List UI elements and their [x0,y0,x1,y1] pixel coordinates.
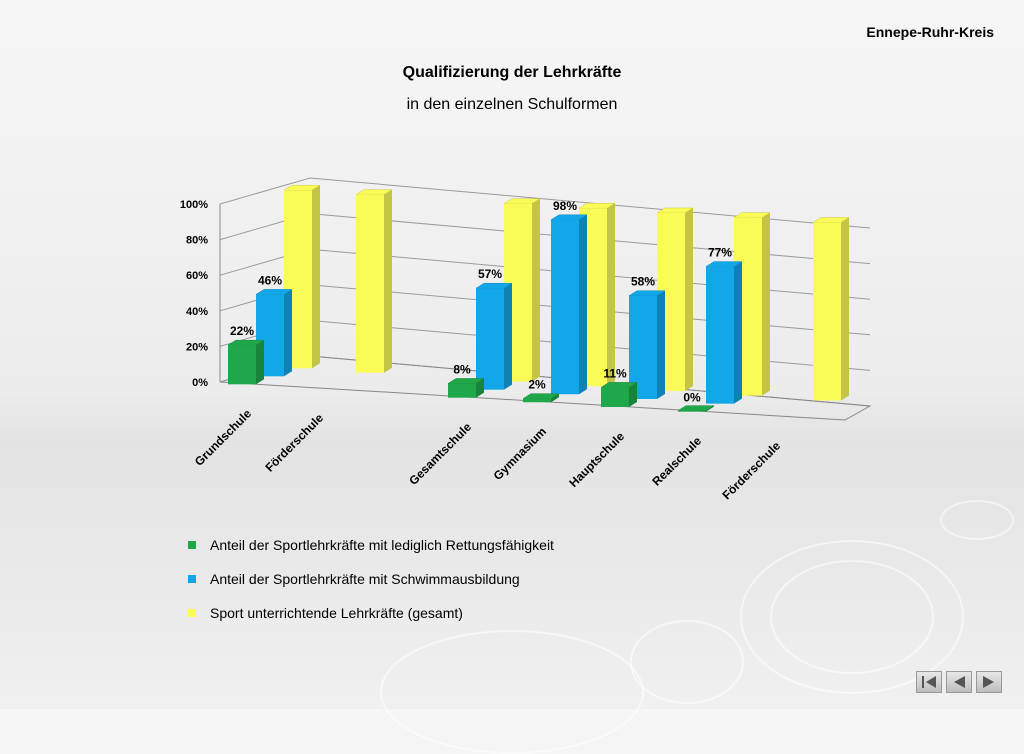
legend-swatch [188,609,196,617]
bar-side [607,203,615,387]
bar-side [657,290,665,399]
data-label: 98% [553,199,577,213]
data-label: 2% [528,378,546,392]
bar-side [734,261,742,404]
bar [813,222,841,401]
data-label: 57% [478,267,502,281]
bar [523,398,551,403]
x-tick-label: Förderschule [262,411,326,475]
bar-side [476,378,484,398]
bar-side [706,405,714,412]
legend-label: Anteil der Sportlehrkräfte mit lediglich… [210,537,554,553]
bar [551,219,579,395]
y-tick-label: 20% [186,341,208,353]
legend-item: Sport unterrichtende Lehrkräfte (gesamt) [188,596,554,630]
bar [228,345,256,385]
data-label: 8% [453,362,471,376]
data-label: 77% [708,246,732,260]
legend-item: Anteil der Sportlehrkräfte mit lediglich… [188,528,554,562]
bar-side [579,214,587,395]
bar-side [504,283,512,390]
x-tick-label: Hauptschule [566,429,627,490]
bar-side [312,185,320,369]
x-tick-label: Grundschule [192,406,254,468]
bar-chart: 0% 20% 40% 60% 80% 100% 46% 57% 98% 58% 77% 22% 8% 2%… [180,177,872,502]
bar-side [762,212,770,396]
first-page-button[interactable] [916,671,942,693]
bar-side [256,340,264,385]
bar [678,410,706,412]
data-label: 11% [603,366,627,380]
y-tick-label: 60% [186,270,208,282]
region-label: Ennepe-Ruhr-Kreis [866,24,994,40]
legend-item: Anteil der Sportlehrkräfte mit Schwimmau… [188,562,554,596]
ripple-decoration [740,540,964,694]
data-label: 46% [258,273,282,287]
ripple-decoration [770,560,934,674]
bar [476,288,504,390]
y-tick-label: 80% [186,235,208,247]
bar [706,266,734,404]
legend-swatch [188,541,196,549]
y-tick-label: 100% [180,199,208,211]
bar-side [384,189,392,373]
x-tick-label: Gesamtschule [406,420,474,488]
bar-side [841,217,849,401]
y-tick-label: 40% [186,306,208,318]
x-tick-label: Gymnasium [491,424,549,482]
next-page-button[interactable] [976,671,1002,693]
y-tick-label: 0% [192,377,208,389]
slide-navigation [916,671,1002,693]
bar [356,194,384,373]
first-page-icon [922,676,936,688]
data-label: 22% [230,324,254,338]
bar [629,295,657,399]
bar-side [551,393,559,403]
bar-side [284,289,292,377]
x-tick-label: Realschule [649,434,704,489]
legend: Anteil der Sportlehrkräfte mit lediglich… [188,528,554,630]
x-tick-label: Förderschule [719,438,783,502]
previous-page-button[interactable] [946,671,972,693]
legend-swatch [188,575,196,583]
bar-side [629,382,637,407]
ripple-decoration [630,620,744,704]
ripple-decoration [940,500,1014,540]
bar-side [532,198,540,382]
page-title: Qualifizierung der Lehrkräfte [402,64,622,81]
next-page-icon [983,676,994,688]
bar [448,383,476,398]
legend-label: Anteil der Sportlehrkräfte mit Schwimmau… [210,571,520,587]
bar [601,387,629,407]
data-label: 58% [631,275,655,289]
previous-page-icon [954,676,965,688]
bar-side [685,207,693,391]
legend-label: Sport unterrichtende Lehrkräfte (gesamt) [210,605,463,621]
data-label: 0% [683,391,701,405]
page-subtitle: in den einzelnen Schulformen [406,96,618,113]
